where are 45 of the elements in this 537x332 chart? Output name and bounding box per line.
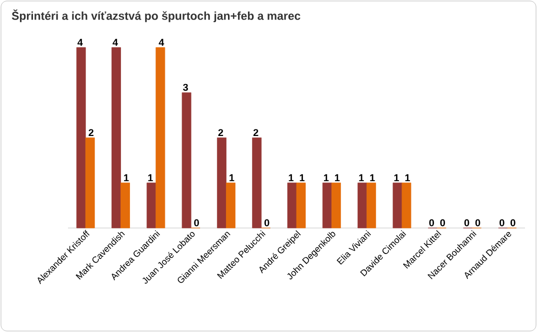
bar xyxy=(156,47,166,228)
data-label: 2 xyxy=(253,129,258,136)
bar xyxy=(226,182,236,228)
data-label: 1 xyxy=(370,174,375,182)
chart-title: Šprintéri a ich víťazstvá po špurtoch jan+feb a marec xyxy=(12,10,300,22)
data-label: 0 xyxy=(464,219,470,226)
data-label: 1 xyxy=(394,174,399,182)
bar xyxy=(296,182,306,228)
data-label: 0 xyxy=(264,219,270,226)
bar xyxy=(146,182,156,228)
bar xyxy=(252,138,262,228)
bar xyxy=(182,92,192,228)
data-label: 0 xyxy=(510,219,516,226)
data-label: 0 xyxy=(440,219,445,226)
data-label: 0 xyxy=(194,219,199,226)
data-label: 2 xyxy=(218,129,224,136)
data-label: 1 xyxy=(124,174,129,182)
data-label: 1 xyxy=(148,174,153,182)
data-label: 1 xyxy=(405,174,410,182)
data-label: 1 xyxy=(288,174,294,182)
bar xyxy=(76,47,86,228)
data-label: 4 xyxy=(112,38,118,46)
data-label: 4 xyxy=(77,38,83,46)
data-label: 1 xyxy=(359,174,364,182)
bar xyxy=(358,182,368,228)
bar xyxy=(112,47,121,228)
data-label: 1 xyxy=(324,174,329,182)
bar xyxy=(402,182,412,228)
data-label: 1 xyxy=(300,174,305,182)
bar xyxy=(217,138,226,228)
data-label: 3 xyxy=(183,84,188,91)
data-label: 0 xyxy=(500,219,504,226)
data-label: 1 xyxy=(230,174,234,182)
bar xyxy=(287,182,297,228)
bar xyxy=(120,182,130,228)
bar xyxy=(331,182,341,228)
data-label: 0 xyxy=(475,219,480,226)
data-label: 1 xyxy=(335,174,340,182)
bar xyxy=(322,182,332,228)
bar xyxy=(85,138,95,228)
data-label: 4 xyxy=(158,38,164,46)
data-label: 2 xyxy=(88,129,94,136)
data-label: 0 xyxy=(429,219,434,226)
bar xyxy=(366,182,376,228)
bar xyxy=(392,182,402,228)
